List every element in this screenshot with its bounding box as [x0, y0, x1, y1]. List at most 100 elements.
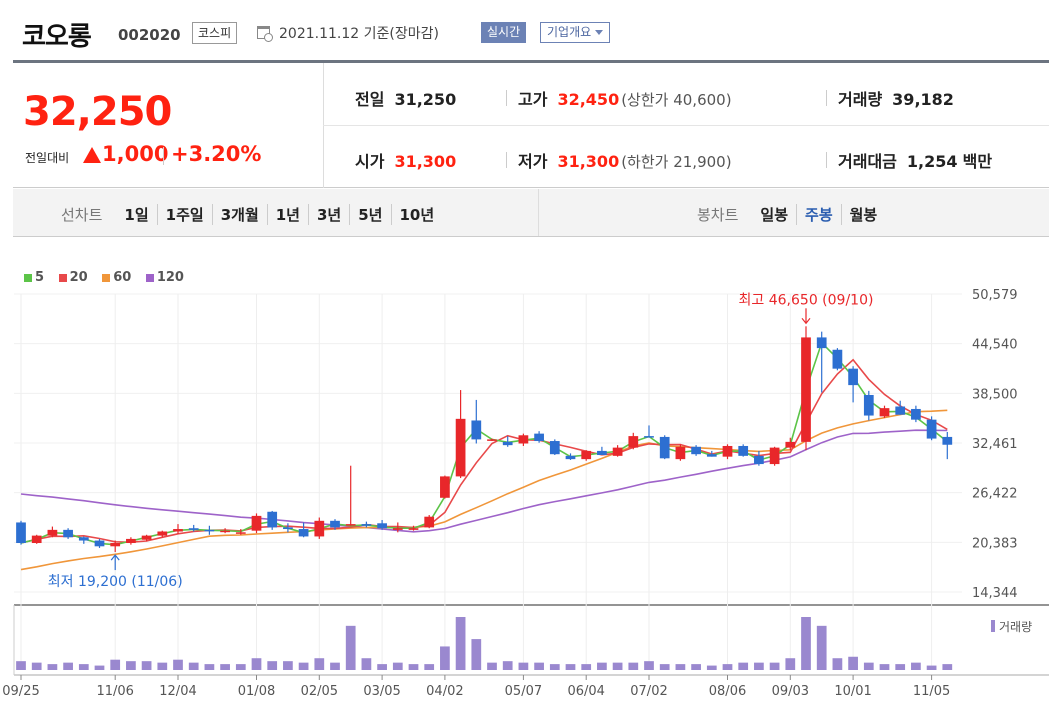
legend-label: 20 [69, 270, 88, 285]
candle [942, 431, 953, 460]
candle-body [942, 436, 953, 445]
range-3m-tab[interactable]: 3개월 [211, 204, 267, 225]
candle-body [440, 476, 450, 498]
legend-swatch [58, 273, 67, 282]
legend-label: 120 [156, 270, 184, 285]
high-label: 고가 [518, 90, 548, 109]
candle-body [911, 408, 921, 420]
candle-body [895, 406, 906, 415]
realtime-button[interactable]: 실시간 [481, 22, 527, 43]
stock-chart[interactable]: 50,579 44,540 38,500 32,461 26,422 20,383 14,3… [0, 250, 1049, 704]
diff-value: 1,000 [102, 142, 169, 166]
volume-bar [377, 664, 387, 670]
candle-body [392, 528, 403, 530]
min-annotation: 최저 19,200 (11/06) [48, 574, 183, 590]
candle-body [926, 419, 937, 439]
candle-body [267, 511, 278, 528]
volume-label: 거래량 [838, 90, 883, 109]
range-10y-tab[interactable]: 10년 [390, 204, 443, 225]
candle [801, 326, 811, 451]
range-5y-tab[interactable]: 5년 [349, 204, 390, 225]
volume-bar [785, 658, 796, 670]
volume-bar [675, 664, 686, 670]
volume-bar [612, 662, 623, 670]
candle-body [63, 529, 73, 538]
volume-bar [534, 662, 544, 670]
candle-body [377, 523, 387, 529]
candle [471, 399, 482, 444]
candle-body [502, 441, 513, 446]
trade-amount-value: 1,254 [906, 152, 958, 171]
candle-body [879, 408, 890, 417]
candle-body [738, 445, 749, 456]
volume-bar [110, 659, 121, 670]
candle [267, 510, 278, 530]
range-1d-tab[interactable]: 1일 [124, 206, 149, 224]
trade-amount: 거래대금 1,254 백만 [838, 148, 992, 172]
divider [163, 147, 164, 165]
candle [785, 437, 796, 451]
diff-percent: +3.20% [171, 142, 262, 166]
volume-bar [691, 664, 701, 670]
candle [392, 522, 403, 533]
candle [235, 529, 246, 535]
chart-legend: 5 20 60 120 [24, 270, 194, 285]
max-arrow-head [801, 317, 811, 325]
candle-body [110, 543, 121, 547]
candle-body [675, 446, 686, 460]
candle [816, 331, 827, 393]
as-of-date: 2021.11.12 기준(장마감) [279, 26, 439, 42]
range-1w-tab[interactable]: 1주일 [156, 204, 212, 225]
weekly-candle-tab[interactable]: 주봉 [796, 204, 841, 225]
max-annotation: 최고 46,650 (09/10) [739, 292, 874, 308]
range-1y-tab[interactable]: 1년 [266, 204, 308, 225]
volume-bar [502, 661, 513, 670]
x-tick-label: 08/06 [709, 684, 746, 699]
volume-bar [471, 639, 482, 670]
candle [691, 445, 701, 456]
daily-candle-tab[interactable]: 일봉 [760, 206, 789, 224]
candle-body [361, 524, 372, 526]
volume-bar [408, 664, 419, 670]
volume-bar [816, 625, 827, 670]
volume-bar [628, 662, 639, 670]
candle [16, 520, 26, 545]
x-tick-label: 04/02 [426, 684, 463, 699]
prev-close-value: 31,250 [394, 90, 457, 109]
candle-body [126, 538, 136, 544]
volume-bar [754, 662, 764, 670]
candle-body [581, 450, 592, 460]
open-label: 시가 [355, 152, 385, 171]
range-3y-tab[interactable]: 3년 [308, 204, 349, 225]
candle-body [565, 455, 576, 460]
candle-body [628, 436, 639, 448]
candle [220, 528, 230, 534]
candle [173, 524, 183, 534]
volume-bar [769, 662, 780, 670]
y-tick-label: 38,500 [972, 387, 1018, 402]
candle-body [283, 527, 293, 530]
candle [345, 465, 356, 526]
low: 저가 31,300 (하한가 21,900) [518, 148, 732, 172]
candle-body [754, 455, 764, 465]
candle [110, 540, 121, 553]
volume-bar [126, 661, 136, 670]
candle-body [832, 349, 843, 369]
monthly-candle-tab[interactable]: 월봉 [840, 204, 886, 225]
candle-chart-label: 봉차트 [697, 206, 739, 224]
current-price: 32,250 [23, 89, 172, 135]
volume-bar [863, 662, 874, 670]
candle-body [157, 531, 168, 536]
candle [926, 416, 937, 441]
candle-body [251, 515, 262, 531]
candle-body [235, 532, 246, 534]
candle-body [549, 441, 560, 455]
candle [361, 521, 372, 528]
volume-bar [157, 662, 168, 670]
candle [47, 526, 58, 538]
company-overview-dropdown[interactable]: 기업개요 [540, 22, 611, 43]
legend-item-ma60: 60 [102, 270, 131, 285]
candle [251, 513, 262, 534]
candle [63, 528, 73, 539]
x-tick-label: 05/07 [505, 684, 542, 699]
